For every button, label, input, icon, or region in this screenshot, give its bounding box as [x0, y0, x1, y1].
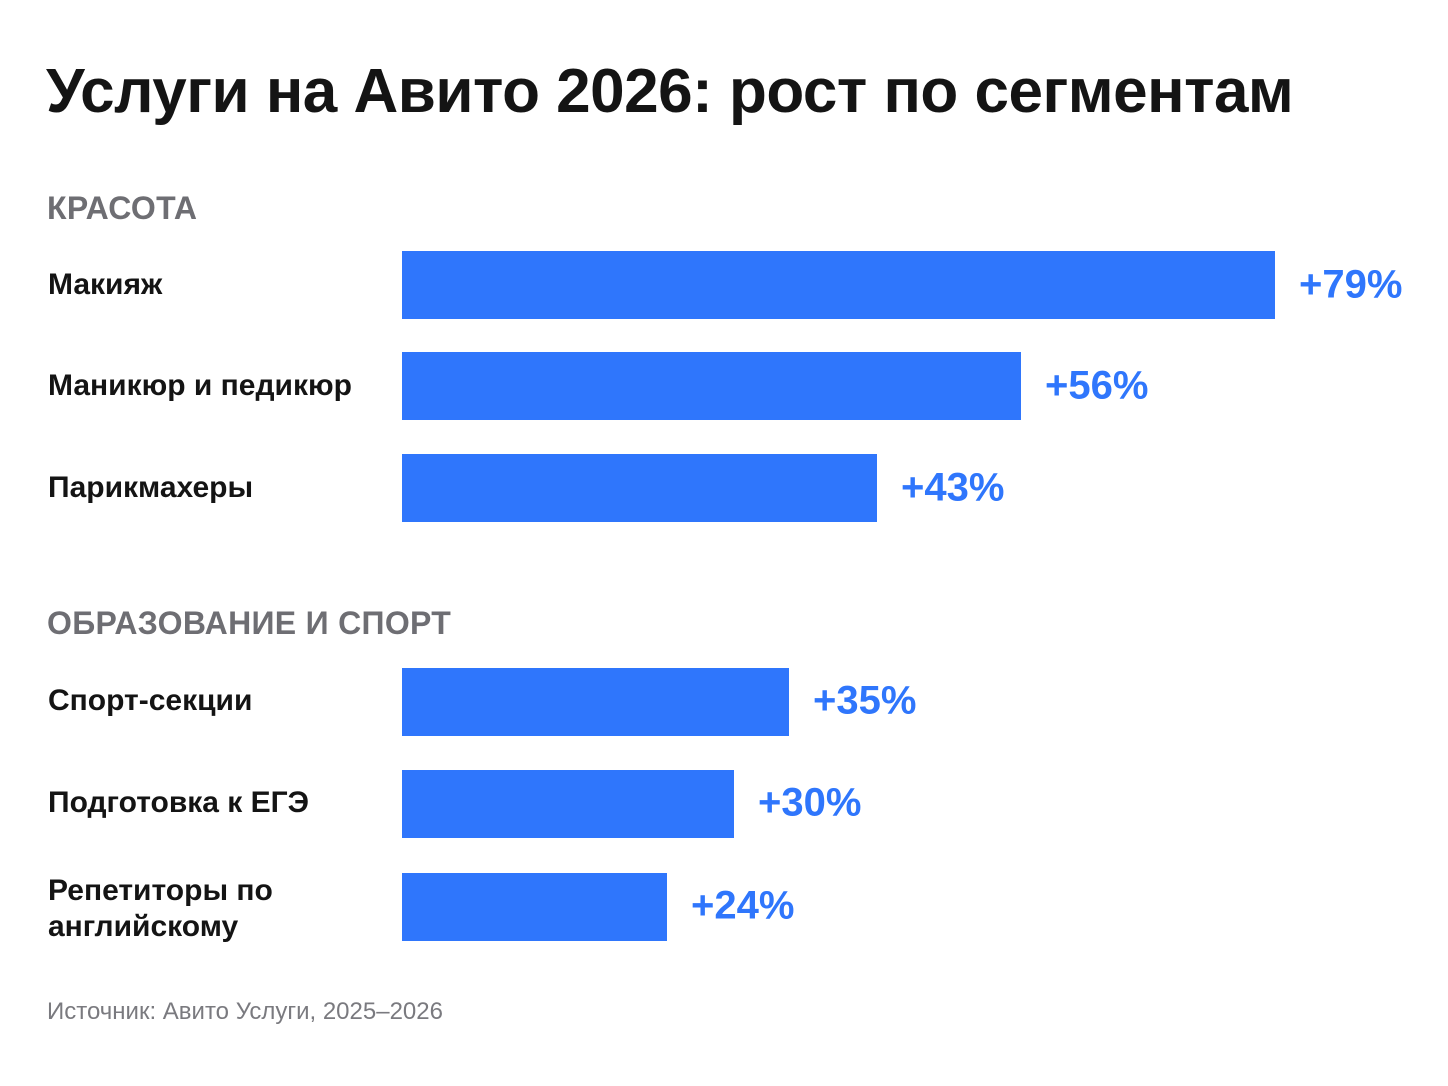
- category-label-manicure: Маникюр и педикюр: [48, 369, 352, 402]
- bar-hairdressers: [402, 454, 877, 522]
- group-label-beauty: КРАСОТА: [47, 190, 198, 226]
- category-label-english-tutors: Репетиторы по английскому: [48, 874, 273, 943]
- value-label-manicure: +56%: [1045, 363, 1149, 408]
- value-label-hairdressers: +43%: [901, 465, 1005, 510]
- category-label-sport-sections: Спорт-секции: [48, 684, 253, 717]
- bar-ege-prep: [402, 770, 734, 838]
- value-label-ege-prep: +30%: [758, 780, 862, 825]
- value-label-sport-sections: +35%: [813, 678, 917, 723]
- bar-sport-sections: [402, 668, 789, 736]
- bar-manicure: [402, 352, 1021, 420]
- bar-english-tutors: [402, 873, 667, 941]
- source-note: Источник: Авито Услуги, 2025–2026: [47, 998, 443, 1025]
- bar-makeup: [402, 251, 1275, 319]
- value-label-english-tutors: +24%: [691, 883, 795, 928]
- chart-title: Услуги на Авито 2026: рост по сегментам: [46, 57, 1294, 126]
- value-label-makeup: +79%: [1299, 262, 1403, 307]
- category-label-makeup: Макияж: [48, 268, 163, 301]
- category-label-hairdressers: Парикмахеры: [48, 471, 254, 504]
- category-label-ege-prep: Подготовка к ЕГЭ: [48, 786, 310, 819]
- group-label-education-sport: ОБРАЗОВАНИЕ И СПОРТ: [47, 605, 452, 641]
